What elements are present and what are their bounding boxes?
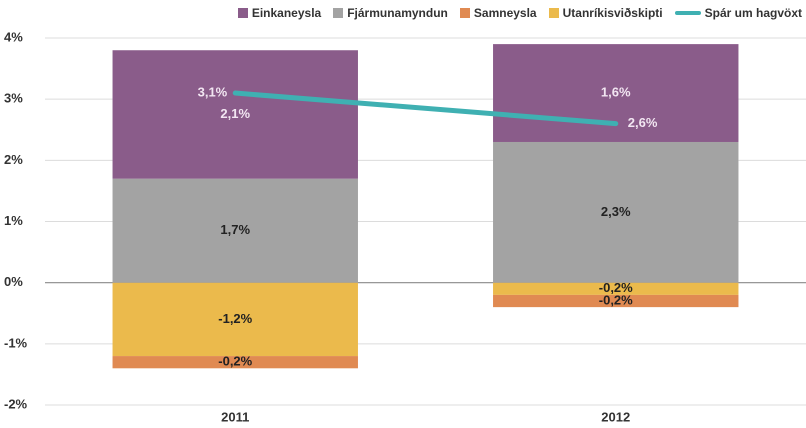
- legend-swatch: [548, 8, 559, 18]
- bar-segment: [493, 282, 739, 295]
- bar-segment: [112, 282, 358, 357]
- y-tick-label: 0%: [4, 274, 23, 289]
- legend-swatch: [237, 8, 248, 18]
- bar-segment: [493, 294, 739, 308]
- legend-swatch: [674, 11, 701, 15]
- data-label: 2,6%: [628, 115, 658, 130]
- y-tick-label: 1%: [4, 213, 23, 228]
- data-label: 3,1%: [198, 84, 228, 99]
- legend-label: Spár um hagvöxt: [704, 6, 802, 20]
- bar-segment: [112, 50, 358, 179]
- x-tick-label: 2011: [221, 409, 249, 424]
- data-label: -0,2%: [599, 280, 633, 295]
- legend: Einkaneysla Fjármunamyndun Samneysla Utanrí…: [237, 6, 802, 20]
- legend-swatch: [333, 8, 344, 18]
- data-label: 2,1%: [220, 106, 250, 121]
- data-label: 1,6%: [601, 84, 631, 99]
- data-label: -1,2%: [218, 311, 252, 326]
- y-tick-label: 2%: [4, 152, 23, 167]
- legend-swatch: [459, 8, 470, 18]
- legend-item: Einkaneysla: [237, 6, 322, 20]
- legend-label: Utanríkisviðskipti: [562, 6, 663, 20]
- legend-item: Utanríkisviðskipti: [548, 6, 663, 20]
- y-tick-label: 3%: [4, 91, 23, 106]
- y-tick-label: -2%: [4, 396, 28, 411]
- line: [232, 90, 619, 127]
- bar-segment: [112, 178, 358, 283]
- legend-label: Samneysla: [473, 6, 537, 20]
- data-label: -0,2%: [218, 354, 252, 369]
- data-label: -0,2%: [599, 292, 633, 307]
- legend-item: Samneysla: [459, 6, 537, 20]
- y-tick-label: 4%: [4, 29, 23, 44]
- x-tick-label: 2012: [601, 409, 630, 424]
- legend-label: Fjármunamyndun: [347, 6, 448, 20]
- legend-item: Spár um hagvöxt: [674, 6, 802, 20]
- data-label: 1,7%: [220, 222, 250, 237]
- data-label: 2,3%: [601, 204, 631, 219]
- legend-label: Einkaneysla: [251, 6, 322, 20]
- bar-segment: [493, 141, 739, 283]
- legend-item: Fjármunamyndun: [333, 6, 448, 20]
- bar-segment: [112, 356, 358, 369]
- y-tick-label: -1%: [4, 335, 28, 350]
